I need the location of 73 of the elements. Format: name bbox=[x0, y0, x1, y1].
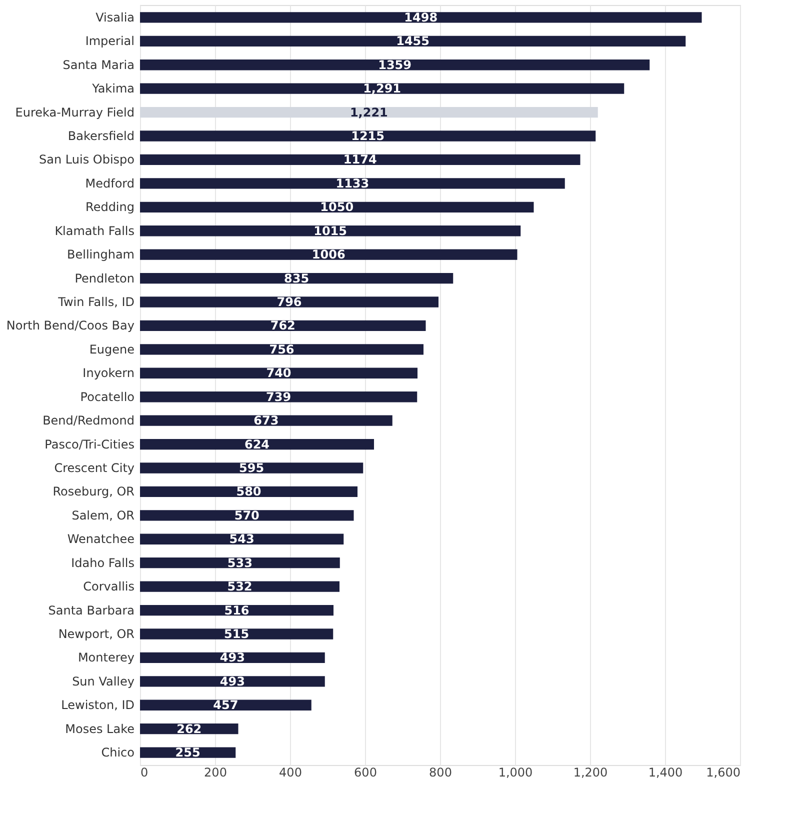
y-tick-label: Crescent City bbox=[54, 460, 134, 475]
y-tick-label: Redding bbox=[86, 200, 134, 214]
x-tick-label: 200 bbox=[204, 766, 227, 780]
data-label: 255 bbox=[175, 746, 200, 760]
data-label: 515 bbox=[224, 626, 250, 641]
y-tick-label: Sun Valley bbox=[72, 674, 134, 688]
data-label: 739 bbox=[266, 390, 292, 404]
y-tick-label: Bakersfield bbox=[68, 129, 134, 144]
y-tick-label: Santa Maria bbox=[62, 58, 134, 72]
x-tick-label: 400 bbox=[279, 766, 302, 780]
x-tick-label: 1,400 bbox=[648, 766, 683, 780]
data-label: 1,291 bbox=[363, 82, 402, 96]
data-label: 835 bbox=[284, 271, 310, 286]
y-tick-label: Chico bbox=[101, 746, 134, 760]
data-label: 1,221 bbox=[350, 105, 388, 120]
y-tick-label: Moses Lake bbox=[65, 722, 134, 736]
data-label: 1050 bbox=[320, 200, 354, 214]
data-label: 516 bbox=[224, 603, 250, 618]
data-label: 762 bbox=[270, 318, 296, 333]
data-label: 1133 bbox=[336, 176, 370, 190]
data-label: 532 bbox=[227, 580, 252, 594]
data-label: 796 bbox=[276, 295, 302, 310]
y-tick-label: Visalia bbox=[96, 10, 134, 24]
x-tick-label: 800 bbox=[429, 766, 452, 780]
data-label: 1174 bbox=[343, 152, 377, 167]
data-label: 580 bbox=[236, 484, 262, 499]
y-tick-label: Idaho Falls bbox=[71, 556, 134, 570]
y-tick-label: North Bend/Coos Bay bbox=[6, 318, 134, 333]
data-label: 493 bbox=[220, 650, 245, 665]
y-tick-label: Wenatchee bbox=[67, 532, 134, 546]
y-tick-label: Medford bbox=[85, 176, 134, 190]
y-tick-label: Lewiston, ID bbox=[61, 698, 134, 712]
y-tick-label: Pocatello bbox=[80, 390, 134, 404]
y-tick-label: Imperial bbox=[85, 34, 134, 48]
data-label: 624 bbox=[244, 437, 270, 452]
y-tick-label: Eureka-Murray Field bbox=[15, 105, 134, 120]
y-tick-label: Klamath Falls bbox=[54, 224, 134, 238]
y-tick-label: Yakima bbox=[91, 82, 134, 96]
y-tick-label: Eugene bbox=[89, 342, 134, 356]
data-label: 533 bbox=[227, 556, 252, 570]
y-tick-label: Twin Falls, ID bbox=[57, 295, 134, 310]
data-label: 1498 bbox=[404, 10, 438, 24]
y-tick-label: Newport, OR bbox=[58, 626, 134, 641]
data-label: 543 bbox=[229, 532, 254, 546]
data-label: 457 bbox=[213, 698, 238, 712]
y-tick-label: Inyokern bbox=[82, 366, 134, 380]
y-tick-label: Salem, OR bbox=[72, 508, 134, 522]
data-label: 493 bbox=[220, 674, 245, 688]
y-tick-label: Pendleton bbox=[74, 271, 134, 286]
x-tick-label: 600 bbox=[354, 766, 377, 780]
data-label: 570 bbox=[234, 508, 260, 522]
x-tick-label: 1,000 bbox=[498, 766, 533, 780]
data-label: 740 bbox=[266, 366, 292, 380]
x-tick-label: 0 bbox=[140, 766, 148, 780]
data-label: 262 bbox=[176, 722, 202, 736]
y-tick-label: Monterey bbox=[78, 650, 134, 665]
y-tick-label: Roseburg, OR bbox=[52, 484, 134, 499]
y-tick-label: Bellingham bbox=[67, 248, 134, 262]
data-label: 673 bbox=[254, 414, 279, 428]
data-label: 1359 bbox=[378, 58, 412, 72]
x-tick-label: 1,200 bbox=[573, 766, 608, 780]
y-tick-label: San Luis Obispo bbox=[39, 152, 134, 167]
x-tick-label: 1,600 bbox=[706, 766, 740, 780]
data-label: 1015 bbox=[314, 224, 348, 238]
data-label: 595 bbox=[239, 460, 264, 475]
y-tick-label: Santa Barbara bbox=[48, 603, 134, 618]
data-label: 756 bbox=[269, 342, 294, 356]
y-tick-label: Corvallis bbox=[83, 580, 134, 594]
y-tick-label: Pasco/Tri-Cities bbox=[44, 437, 134, 452]
data-label: 1455 bbox=[396, 34, 430, 48]
y-tick-label: Bend/Redmond bbox=[42, 414, 134, 428]
data-label: 1215 bbox=[351, 129, 385, 144]
data-label: 1006 bbox=[312, 248, 346, 262]
